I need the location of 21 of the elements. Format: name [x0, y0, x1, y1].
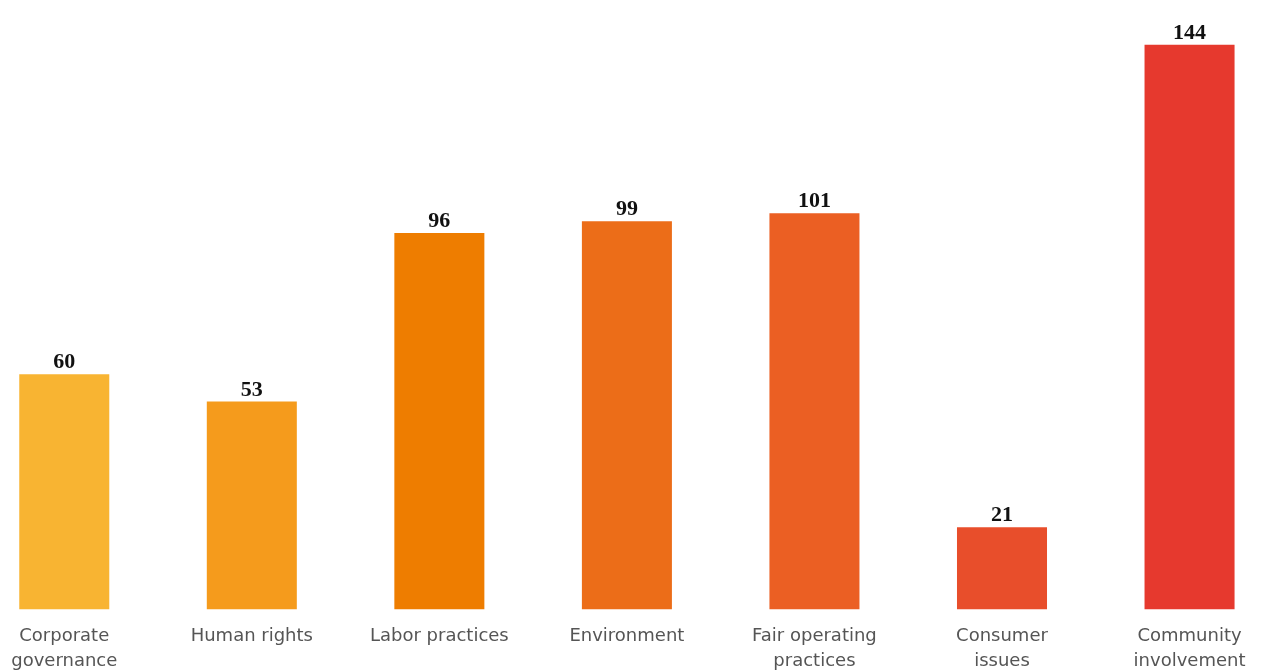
data-label: 96	[428, 206, 451, 232]
x-tick-label: Fair operating practices	[752, 623, 877, 670]
x-tick-label: Human rights	[190, 623, 313, 645]
data-label: 99	[615, 195, 638, 221]
x-tick-label: Corporate governance	[11, 623, 118, 670]
x-tick-label: Labor practices	[369, 623, 509, 645]
x-tick-label: Consumer issues	[956, 623, 1049, 670]
data-label: 60	[53, 348, 76, 374]
data-label: 144	[1173, 18, 1207, 44]
bar	[1144, 44, 1235, 610]
x-tick-label: Community involvement	[1133, 623, 1246, 670]
data-label: 21	[991, 501, 1013, 527]
bar	[394, 232, 485, 610]
data-label: 101	[797, 187, 831, 213]
data-label: 53	[240, 375, 263, 401]
bar	[19, 374, 110, 610]
bar	[206, 401, 297, 610]
bar	[581, 221, 672, 610]
x-tick-label: Environment	[569, 623, 685, 645]
bar	[956, 527, 1048, 610]
bar	[769, 213, 860, 610]
